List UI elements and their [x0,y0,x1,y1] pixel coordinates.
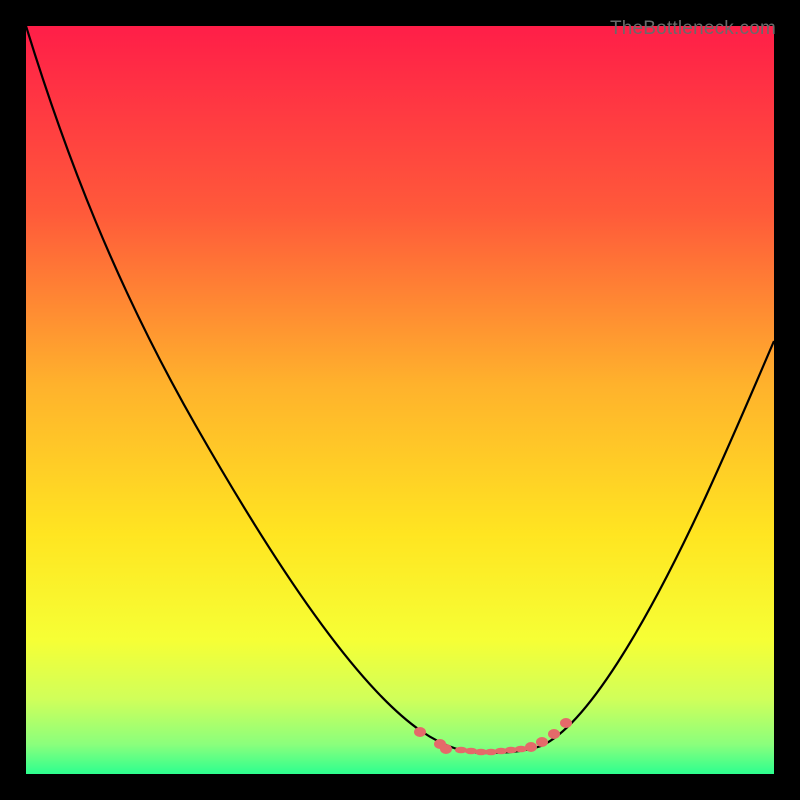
marker-point [440,744,452,754]
marker-point [495,748,507,755]
marker-point [455,747,467,754]
marker-point [548,729,560,739]
plot-area [26,26,774,774]
marker-point [485,749,497,756]
marker-point [414,727,426,737]
marker-layer [414,718,572,755]
bottleneck-curve [26,26,774,753]
marker-point [560,718,572,728]
marker-point [525,742,537,752]
marker-point [536,737,548,747]
chart-svg [26,26,774,774]
marker-point [465,748,477,755]
chart-frame: TheBottleneck.com [16,16,784,784]
watermark-text: TheBottleneck.com [610,18,776,40]
marker-point [505,747,517,754]
